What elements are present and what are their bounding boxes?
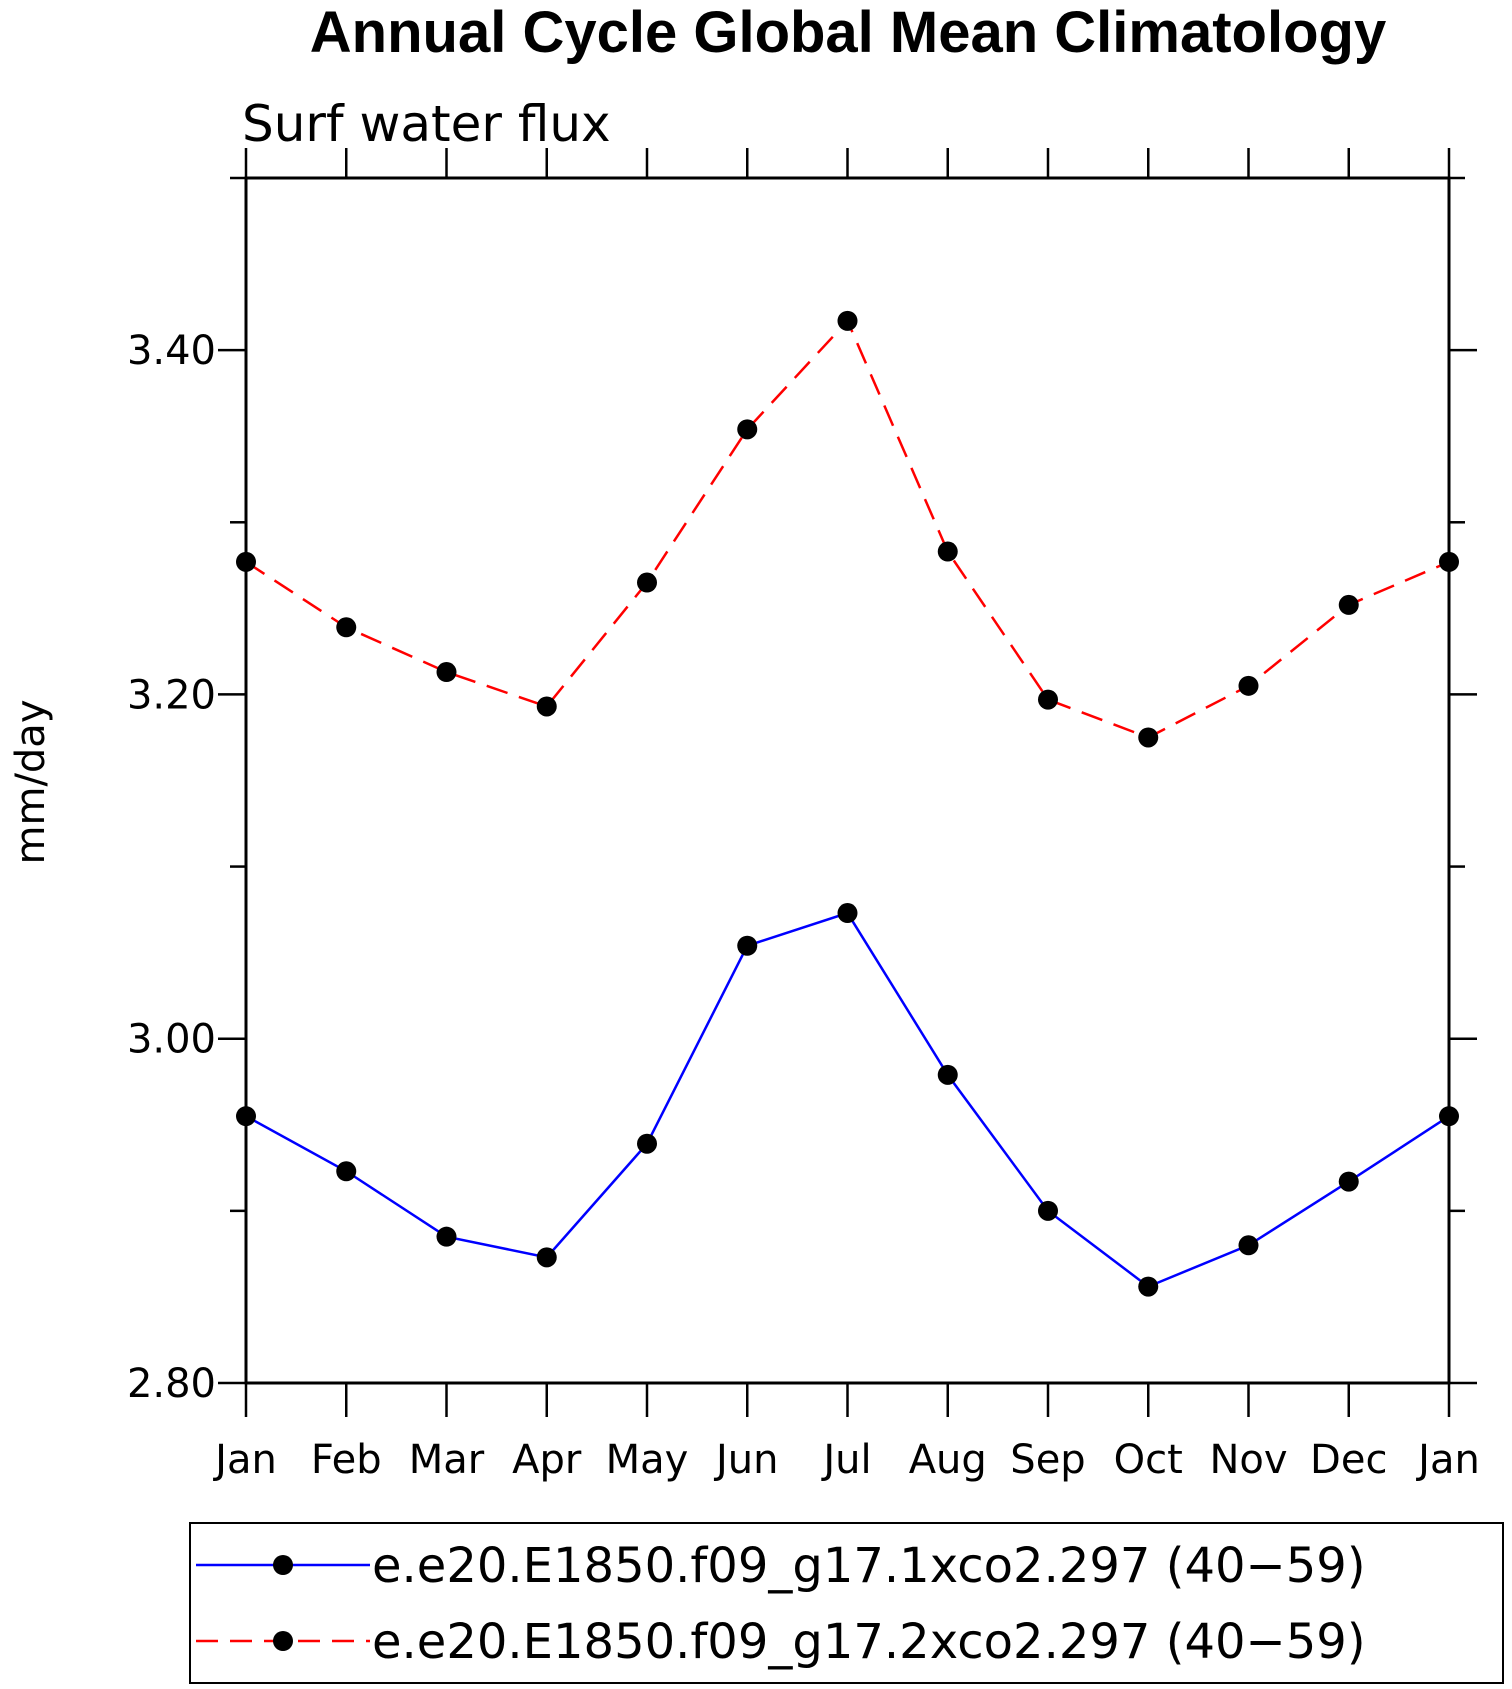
y-axis-label: mm/day: [8, 700, 54, 865]
legend-marker-series-1: [273, 1555, 293, 1575]
series-1-point: [1238, 1235, 1259, 1256]
y-axis-ticks: 2.80 3.00 3.20 3.40: [127, 176, 1477, 1407]
legend: e.e20.E1850.f09_g17.1xco2.297 (40−59) e.…: [189, 1522, 1504, 1684]
series-2-point: [1038, 689, 1058, 710]
y-tick-label: 3.40: [127, 328, 216, 374]
series-2-point: [336, 617, 357, 638]
series-1-point: [436, 1226, 457, 1247]
x-tick-label: Aug: [909, 1437, 987, 1483]
y-tick-label: 3.00: [127, 1017, 216, 1063]
series-2-point: [737, 419, 758, 440]
series-2-point: [1138, 727, 1159, 748]
series-2-point: [837, 310, 858, 331]
series-1-point: [637, 1133, 657, 1154]
series-2-point: [1238, 675, 1259, 696]
series-2-point: [236, 551, 256, 572]
y-tick-label: 2.80: [127, 1361, 216, 1407]
series-2-point: [1439, 551, 1459, 572]
x-tick-label: Dec: [1310, 1437, 1387, 1483]
chart-title: Annual Cycle Global Mean Climatology: [310, 0, 1386, 65]
chart-subtitle: Surf water flux: [242, 95, 611, 153]
legend-label-series-2: e.e20.E1850.f09_g17.2xco2.297 (40−59): [372, 1614, 1366, 1670]
series-1-point: [536, 1247, 557, 1268]
series-1-point: [1338, 1171, 1359, 1192]
series-1-point: [837, 903, 858, 924]
series-line-2: [245, 318, 1450, 739]
series-2-point: [637, 572, 657, 593]
y-tick-label: 3.20: [127, 672, 216, 718]
series-2-point: [436, 662, 457, 683]
x-tick-label: Oct: [1114, 1437, 1183, 1483]
series-1-point: [1138, 1276, 1159, 1297]
x-tick-label: Jul: [820, 1437, 871, 1483]
series-2-point: [536, 696, 557, 717]
series-1-point: [1439, 1106, 1459, 1127]
series-1-point: [937, 1064, 958, 1085]
series-1-point: [236, 1106, 256, 1127]
legend-box: [189, 1522, 1504, 1684]
x-tick-label: Jan: [1415, 1437, 1480, 1483]
x-tick-label: Mar: [409, 1437, 485, 1483]
series-1-point: [336, 1161, 357, 1182]
x-tick-label: Jun: [713, 1437, 779, 1483]
legend-label-series-1: e.e20.E1850.f09_g17.1xco2.297 (40−59): [372, 1538, 1366, 1594]
legend-marker-series-2: [273, 1631, 293, 1651]
x-axis-ticks: Jan Feb Mar Apr May Jun Jul Aug Sep Oct Nov Dec Jan: [212, 148, 1480, 1483]
x-tick-label: May: [606, 1437, 689, 1483]
series-2-point: [1338, 594, 1359, 615]
x-tick-label: Jan: [212, 1437, 277, 1483]
x-tick-label: Sep: [1010, 1437, 1085, 1483]
series-1-point: [737, 935, 758, 956]
series-layer: [236, 310, 1459, 1297]
plot-area-frame: [244, 176, 1451, 1385]
series-1-point: [1038, 1200, 1058, 1221]
series-2-point: [937, 541, 958, 562]
x-tick-label: Nov: [1209, 1437, 1287, 1483]
x-tick-label: Apr: [512, 1437, 582, 1483]
x-tick-label: Feb: [311, 1437, 382, 1483]
series-line-1: [245, 911, 1450, 1289]
